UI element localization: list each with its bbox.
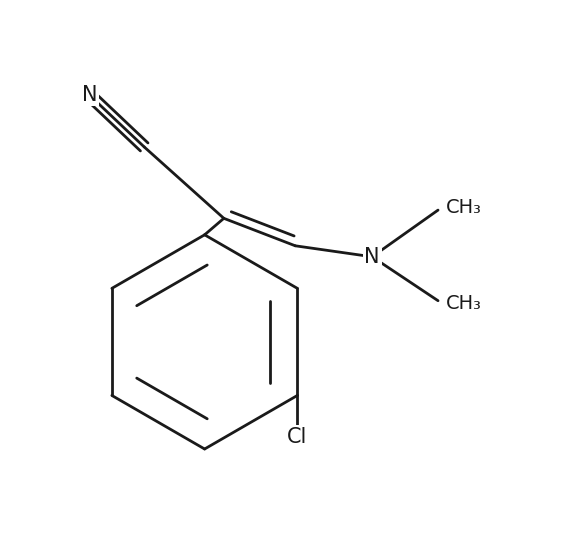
Text: N: N bbox=[82, 85, 97, 105]
Text: N: N bbox=[364, 247, 380, 267]
Text: Cl: Cl bbox=[287, 427, 308, 447]
Text: CH₃: CH₃ bbox=[446, 294, 482, 313]
Text: CH₃: CH₃ bbox=[446, 198, 482, 217]
